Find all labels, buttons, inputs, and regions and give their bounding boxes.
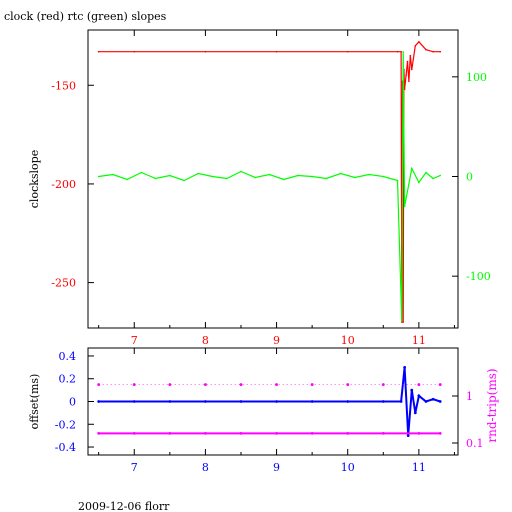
y2-axis-label: rnd-trip(ms) [485, 368, 499, 442]
data-point-rndtrip-upper [132, 383, 136, 386]
y-tick-label: -200 [51, 178, 76, 191]
x-tick-label: 10 [341, 461, 355, 474]
x-tick-label: 11 [412, 461, 426, 474]
plot-frame [87, 29, 459, 329]
data-point-clock [275, 50, 278, 53]
y2-tick-label: 0 [466, 171, 473, 184]
data-point-rtc [403, 205, 406, 208]
data-point-rtc [211, 175, 214, 178]
data-point-clock [439, 50, 442, 53]
series-trace-offset [98, 367, 441, 436]
y-tick-label: -250 [51, 277, 76, 290]
series-line-rtc [98, 51, 441, 322]
data-point-clock [403, 88, 406, 91]
data-point-clock [406, 60, 409, 63]
data-point-clock [400, 50, 402, 53]
y-axis-label: offset(ms) [28, 374, 41, 430]
data-point-clock [432, 50, 434, 53]
data-point-clock [425, 48, 427, 51]
data-point-rtc [425, 171, 427, 174]
data-point-clock [204, 50, 207, 53]
y2-tick-label: 0.1 [466, 437, 484, 450]
data-point-rtc [400, 320, 403, 322]
data-point-clock [133, 50, 136, 53]
data-point-rndtrip-upper [438, 383, 442, 386]
data-point-clock [410, 68, 413, 71]
data-point-rtc [169, 174, 171, 177]
y2-tick-label: 1 [466, 390, 473, 403]
data-point-rtc [268, 173, 271, 176]
data-point-clock [396, 50, 399, 53]
data-point-rtc [418, 181, 420, 184]
x-tick-label: 9 [273, 461, 280, 474]
data-point-rndtrip-upper [204, 383, 207, 386]
data-point-rtc [112, 173, 114, 176]
data-point-rtc [183, 179, 185, 182]
data-point-rndtrip-upper [168, 383, 172, 386]
x-tick-label: 7 [131, 461, 138, 474]
data-point-clock [409, 54, 412, 57]
data-point-rtc [240, 170, 242, 173]
data-point-rtc [354, 176, 356, 179]
y2-tick-label: 100 [466, 71, 487, 84]
x-tick-label: 9 [273, 334, 280, 347]
data-point-rtc [410, 167, 413, 170]
data-point-clock [418, 41, 420, 43]
y-tick-label: -0.2 [55, 418, 76, 431]
data-point-rtc [197, 172, 200, 175]
x-tick-label: 10 [341, 334, 355, 347]
x-tick-label: 8 [202, 334, 209, 347]
y-axis-label: clockslope [28, 150, 41, 208]
data-point-rtc [140, 171, 143, 174]
data-point-rtc [282, 178, 285, 181]
x-tick-label: 7 [131, 334, 138, 347]
data-point-clock [408, 80, 410, 83]
y-tick-label: 0.4 [59, 350, 77, 363]
data-point-rtc [97, 175, 100, 178]
data-point-rtc [225, 177, 228, 180]
data-point-rtc [126, 178, 128, 181]
data-point-clock [346, 50, 349, 53]
data-point-clock [414, 44, 417, 47]
data-point-rtc [439, 174, 442, 177]
series-line-clock [98, 40, 441, 323]
data-point-rtc [297, 174, 299, 177]
data-point-rndtrip-upper [97, 383, 101, 386]
data-point-rtc [402, 51, 405, 53]
top-panel: 7 8 9 10 11 -150 -200 -250 100 0 -100 clockslope [28, 29, 491, 347]
data-point-rtc [432, 177, 434, 180]
data-point-clock [402, 321, 405, 323]
data-point-rtc [254, 176, 257, 179]
data-point-rndtrip-upper [346, 383, 350, 386]
data-point-rtc [325, 177, 328, 180]
y-tick-label: -0.4 [55, 441, 76, 454]
bottom-panel: 7 8 9 10 11 0.4 0.2 0 -0.2 -0.4 1 0.1 offset(ms) rnd-… [28, 347, 499, 474]
data-point-rndtrip-upper [310, 383, 314, 386]
x-tick-label: 8 [202, 461, 209, 474]
data-point-rndtrip-upper [239, 383, 243, 386]
x-tick-label: 11 [412, 334, 426, 347]
y-tick-label: -150 [51, 79, 76, 92]
data-point-rndtrip-upper [275, 383, 278, 386]
y-tick-label: 0.2 [59, 373, 77, 386]
footer-text: 2009-12-06 florr [78, 500, 170, 512]
data-point-clock [97, 50, 100, 53]
data-point-clock [405, 74, 407, 77]
data-point-rtc [311, 175, 313, 178]
data-point-rtc [382, 175, 385, 178]
data-point-rtc [368, 173, 370, 176]
data-point-rtc [396, 179, 399, 182]
y-tick-label: 0 [69, 396, 76, 409]
data-point-rtc [154, 177, 157, 180]
y2-tick-label: -100 [466, 270, 491, 283]
chart-title: clock (red) rtc (green) slopes [4, 10, 167, 23]
data-point-rtc [339, 172, 342, 175]
